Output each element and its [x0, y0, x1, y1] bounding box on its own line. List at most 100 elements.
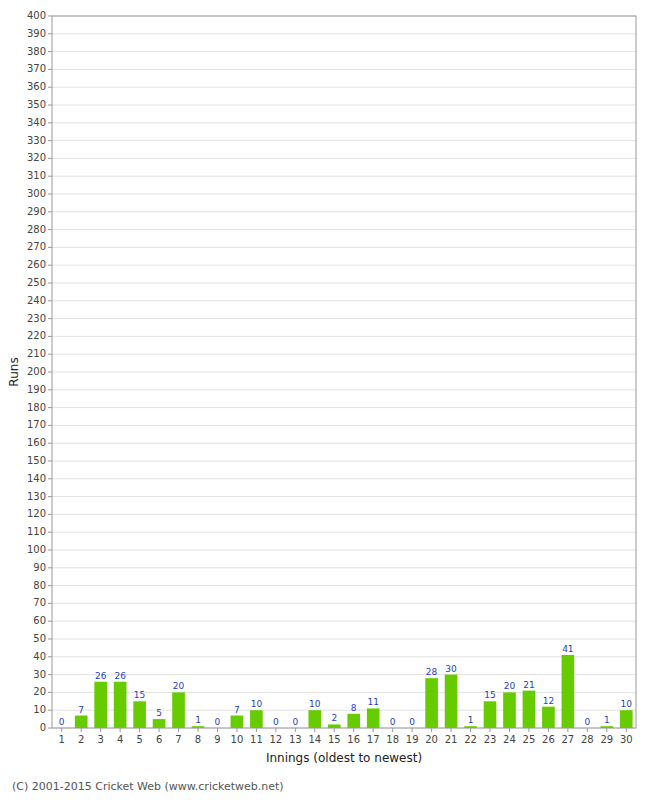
- x-tick-label: 20: [425, 734, 438, 745]
- grid-line: [52, 674, 636, 675]
- y-tick-label: 300: [27, 188, 46, 199]
- x-tick: [587, 728, 588, 732]
- data-label: 0: [292, 717, 298, 727]
- bar: [172, 692, 185, 728]
- y-tick-label: 400: [27, 10, 46, 21]
- x-tick-label: 3: [97, 734, 103, 745]
- grid-line: [52, 122, 636, 123]
- x-tick: [626, 728, 627, 732]
- bar: [562, 655, 575, 728]
- y-tick: [48, 265, 52, 266]
- data-label: 10: [309, 699, 321, 709]
- x-tick: [509, 728, 510, 732]
- y-tick-label: 340: [27, 117, 46, 128]
- x-tick-label: 30: [620, 734, 633, 745]
- chart-container: 0102030405060708090100110120130140150160…: [0, 0, 650, 800]
- y-tick-label: 280: [27, 224, 46, 235]
- bar: [523, 691, 536, 728]
- y-tick-label: 390: [27, 28, 46, 39]
- data-label: 5: [156, 708, 162, 718]
- x-tick-label: 23: [484, 734, 497, 745]
- y-tick: [48, 461, 52, 462]
- x-tick-label: 29: [600, 734, 613, 745]
- y-tick-label: 0: [40, 722, 46, 733]
- y-tick-label: 40: [33, 651, 46, 662]
- data-label: 20: [173, 681, 185, 691]
- y-tick: [48, 585, 52, 586]
- x-tick-label: 13: [289, 734, 302, 745]
- bar: [231, 716, 244, 728]
- y-tick-label: 320: [27, 152, 46, 163]
- bar: [75, 716, 88, 728]
- y-tick-label: 60: [33, 615, 46, 626]
- x-tick-label: 21: [445, 734, 458, 745]
- x-tick-label: 24: [503, 734, 516, 745]
- grid-line: [52, 372, 636, 373]
- y-tick-label: 180: [27, 402, 46, 413]
- grid-line: [52, 300, 636, 301]
- y-tick-label: 100: [27, 544, 46, 555]
- grid-line: [52, 478, 636, 479]
- data-label: 15: [134, 690, 145, 700]
- x-tick-label: 6: [156, 734, 162, 745]
- x-tick-label: 22: [464, 734, 477, 745]
- y-tick: [48, 407, 52, 408]
- grid-line: [52, 656, 636, 657]
- grid-line: [52, 461, 636, 462]
- x-tick-label: 28: [581, 734, 594, 745]
- x-tick: [412, 728, 413, 732]
- data-label: 1: [468, 715, 474, 725]
- y-tick: [48, 16, 52, 17]
- grid-line: [52, 318, 636, 319]
- y-tick: [48, 567, 52, 568]
- grid-line: [52, 194, 636, 195]
- y-tick-label: 120: [27, 508, 46, 519]
- data-label: 15: [484, 690, 495, 700]
- grid-line: [52, 283, 636, 284]
- grid-line: [52, 567, 636, 568]
- y-tick-label: 160: [27, 437, 46, 448]
- x-tick: [217, 728, 218, 732]
- bar: [367, 708, 380, 728]
- y-tick: [48, 69, 52, 70]
- bar: [542, 707, 555, 728]
- y-tick-label: 200: [27, 366, 46, 377]
- data-label: 26: [114, 671, 126, 681]
- x-tick-label: 18: [386, 734, 399, 745]
- x-tick: [353, 728, 354, 732]
- y-tick-label: 20: [33, 686, 46, 697]
- bars: [75, 655, 633, 728]
- grid-line: [52, 51, 636, 52]
- y-tick-label: 360: [27, 81, 46, 92]
- y-tick: [48, 283, 52, 284]
- x-tick-label: 2: [78, 734, 84, 745]
- x-tick: [100, 728, 101, 732]
- grid-line: [52, 621, 636, 622]
- x-tick: [178, 728, 179, 732]
- data-label: 0: [59, 717, 65, 727]
- x-tick-label: 17: [367, 734, 380, 745]
- x-tick: [120, 728, 121, 732]
- grid-line: [52, 105, 636, 106]
- grid-line: [52, 33, 636, 34]
- x-tick-label: 9: [214, 734, 220, 745]
- grid-line: [52, 229, 636, 230]
- y-tick-label: 190: [27, 384, 46, 395]
- data-label: 41: [562, 644, 573, 654]
- y-tick-label: 50: [33, 633, 46, 644]
- x-tick: [275, 728, 276, 732]
- data-label: 7: [234, 705, 240, 715]
- x-tick: [159, 728, 160, 732]
- y-tick: [48, 603, 52, 604]
- y-axis-label: Runs: [7, 357, 21, 386]
- data-label: 7: [78, 705, 84, 715]
- y-tick: [48, 550, 52, 551]
- x-tick: [606, 728, 607, 732]
- y-tick-label: 290: [27, 206, 46, 217]
- y-tick: [48, 532, 52, 533]
- x-tick: [236, 728, 237, 732]
- data-label: 2: [331, 713, 337, 723]
- data-label: 10: [621, 699, 633, 709]
- data-label: 12: [543, 696, 554, 706]
- grid-line: [52, 496, 636, 497]
